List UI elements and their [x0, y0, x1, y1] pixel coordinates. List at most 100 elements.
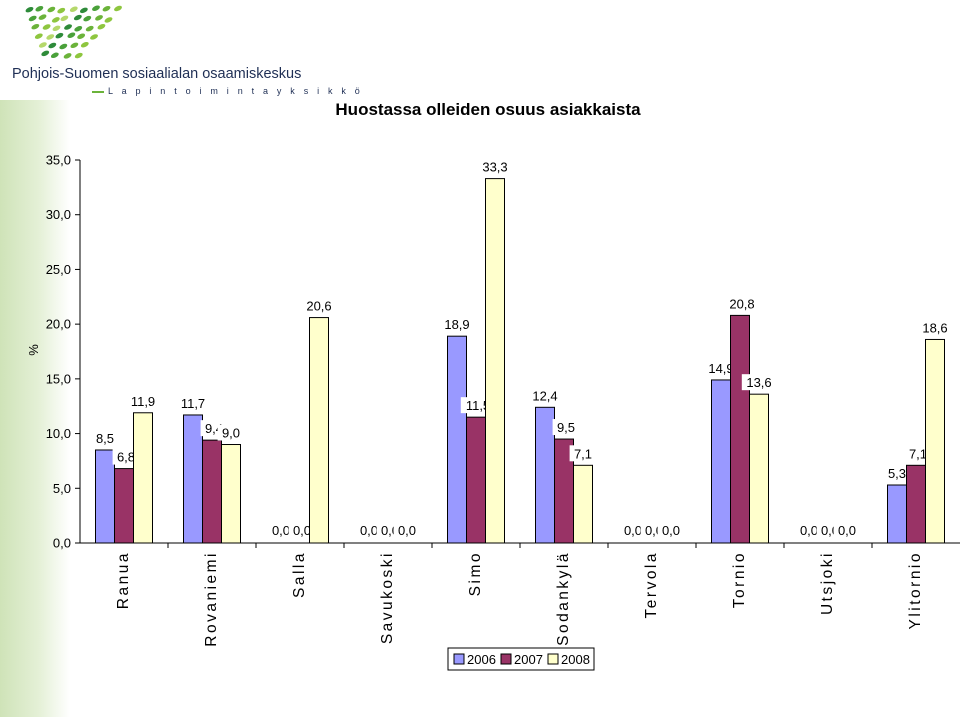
bar-2007-Simo — [466, 416, 486, 544]
data-label-2007-Tornio: 20,8 — [729, 296, 754, 311]
logo-dot — [50, 52, 59, 59]
data-label-2007-Ylitornio: 7,1 — [909, 446, 927, 461]
bar-2008-Salla — [309, 317, 329, 544]
logo-dot — [35, 5, 44, 12]
data-label-background — [112, 448, 140, 465]
data-label-background — [917, 319, 953, 336]
y-tick-label: 0,0 — [53, 536, 71, 551]
logo-dot — [41, 50, 50, 57]
x-tick-label-Simo: Simo — [467, 551, 484, 596]
logo-dot — [77, 33, 86, 39]
x-tick-label-Salla: Salla — [291, 551, 308, 598]
logo-dot — [64, 24, 72, 30]
logo-dot — [97, 23, 106, 30]
legend-swatch-2007 — [500, 653, 512, 665]
data-label-background — [619, 522, 647, 538]
data-label-2006-Tornio: 14,9 — [708, 361, 733, 376]
accent-dash — [92, 91, 104, 93]
logo-dot — [46, 34, 55, 40]
x-tick-label-Savukoski: Savukoski — [379, 551, 396, 644]
data-label-2006-Savukoski: 0,0 — [360, 523, 378, 538]
logo-dot — [114, 5, 122, 12]
logo-dot — [25, 6, 34, 13]
y-tick-label: 20,0 — [46, 317, 71, 332]
y-tick-label: 15,0 — [46, 371, 71, 386]
bar-2006-Tornio — [711, 379, 731, 544]
organization-unit: L a p i n t o i m i n t a y k s i k k ö — [92, 86, 363, 96]
logo-dot — [102, 5, 111, 12]
logo-dot — [90, 34, 98, 40]
data-label-background — [527, 387, 563, 404]
data-label-2008-Utsjoki: 0,0 — [838, 523, 856, 538]
logo-dot — [63, 53, 72, 59]
logo-dot — [70, 42, 79, 49]
bar-2008-Tornio — [749, 393, 769, 544]
logo-dot — [74, 26, 83, 32]
data-label-background — [477, 158, 513, 175]
logo-dot — [69, 6, 78, 12]
data-label-2008-Ylitornio: 18,6 — [922, 320, 947, 335]
organization-logo: Pohjois-Suomen sosiaalialan osaamiskesku… — [0, 0, 360, 100]
logo-dot — [59, 43, 68, 50]
logo-dot — [51, 17, 60, 23]
decorative-green-band — [0, 100, 70, 717]
legend-swatch-2006 — [453, 653, 465, 665]
data-label-background — [741, 374, 777, 391]
x-tick-label-Utsjoki: Utsjoki — [819, 551, 836, 615]
data-label-2008-Tervola: 0,0 — [662, 523, 680, 538]
data-label-background — [288, 522, 316, 538]
data-label-background — [267, 522, 295, 538]
y-axis-label: % — [26, 344, 41, 356]
bar-2006-Simo — [447, 335, 467, 544]
bar-2007-Ranua — [114, 468, 134, 544]
data-label-background — [703, 359, 739, 376]
bar-2008-Rovaniemi — [221, 444, 241, 544]
logo-dot — [48, 42, 57, 49]
data-label-2006-Rovaniemi: 11,7 — [181, 396, 205, 411]
data-label-2008-Rovaniemi: 9,0 — [222, 426, 240, 441]
bar-2006-Ylitornio — [887, 484, 907, 544]
bar-2008-Ranua — [133, 412, 153, 544]
data-label-2008-Salla: 20,6 — [306, 299, 331, 314]
data-label-2006-Ylitornio: 5,3 — [888, 466, 906, 481]
data-label-background — [91, 429, 119, 446]
data-label-background — [125, 392, 161, 409]
data-label-background — [217, 424, 245, 441]
data-label-background — [883, 465, 911, 482]
legend-label-2008: 2008 — [561, 652, 590, 667]
bar-2007-Rovaniemi — [202, 439, 222, 544]
logo-dot — [80, 41, 89, 48]
logo-dot — [104, 17, 113, 23]
bar-2006-Sodankylä — [535, 406, 555, 544]
x-tick-label-Tornio: Tornio — [731, 551, 748, 608]
legend-label-2006: 2006 — [467, 652, 496, 667]
data-label-2008-Savukoski: 0,0 — [398, 523, 416, 538]
x-tick-label-Ranua: Ranua — [115, 551, 132, 609]
logo-dot — [73, 14, 82, 21]
logo-dot — [57, 7, 66, 14]
y-tick-label: 25,0 — [46, 262, 71, 277]
logo-dot — [79, 7, 88, 14]
y-tick-label: 10,0 — [46, 426, 71, 441]
logo-dot — [47, 6, 56, 13]
data-label-background — [301, 297, 337, 314]
data-label-2008-Sodankylä: 7,1 — [574, 446, 592, 461]
logo-dot — [31, 23, 40, 30]
data-label-background — [724, 295, 760, 312]
logo-dot — [38, 42, 47, 48]
data-label-background — [657, 522, 685, 538]
data-label-background — [569, 445, 597, 462]
data-label-2006-Ranua: 8,5 — [96, 431, 114, 446]
bar-2008-Ylitornio — [925, 338, 945, 544]
logo-dot — [52, 25, 61, 32]
logo-dot — [34, 33, 43, 39]
bar-2006-Rovaniemi — [183, 414, 203, 544]
data-label-2008-Tornio: 13,6 — [746, 375, 771, 390]
data-label-background — [795, 522, 823, 538]
x-tick-label-Sodankylä: Sodankylä — [555, 551, 572, 646]
logo-dot — [95, 15, 103, 21]
data-label-2008-Simo: 33,3 — [482, 160, 507, 175]
data-label-2006-Salla: 0,0 — [272, 523, 290, 538]
y-tick-label: 30,0 — [46, 207, 71, 222]
